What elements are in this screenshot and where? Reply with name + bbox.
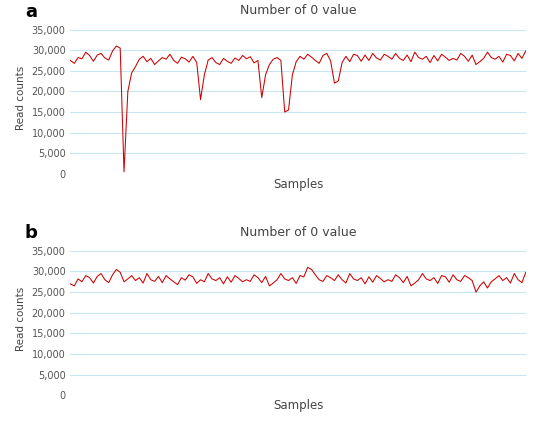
Title: Number of 0 value: Number of 0 value [240, 4, 356, 17]
Y-axis label: Read counts: Read counts [16, 65, 26, 130]
X-axis label: Samples: Samples [273, 400, 323, 412]
Title: Number of 0 value: Number of 0 value [240, 226, 356, 239]
Y-axis label: Read counts: Read counts [16, 287, 26, 351]
Text: b: b [25, 224, 38, 242]
Text: a: a [25, 3, 37, 21]
X-axis label: Samples: Samples [273, 178, 323, 191]
